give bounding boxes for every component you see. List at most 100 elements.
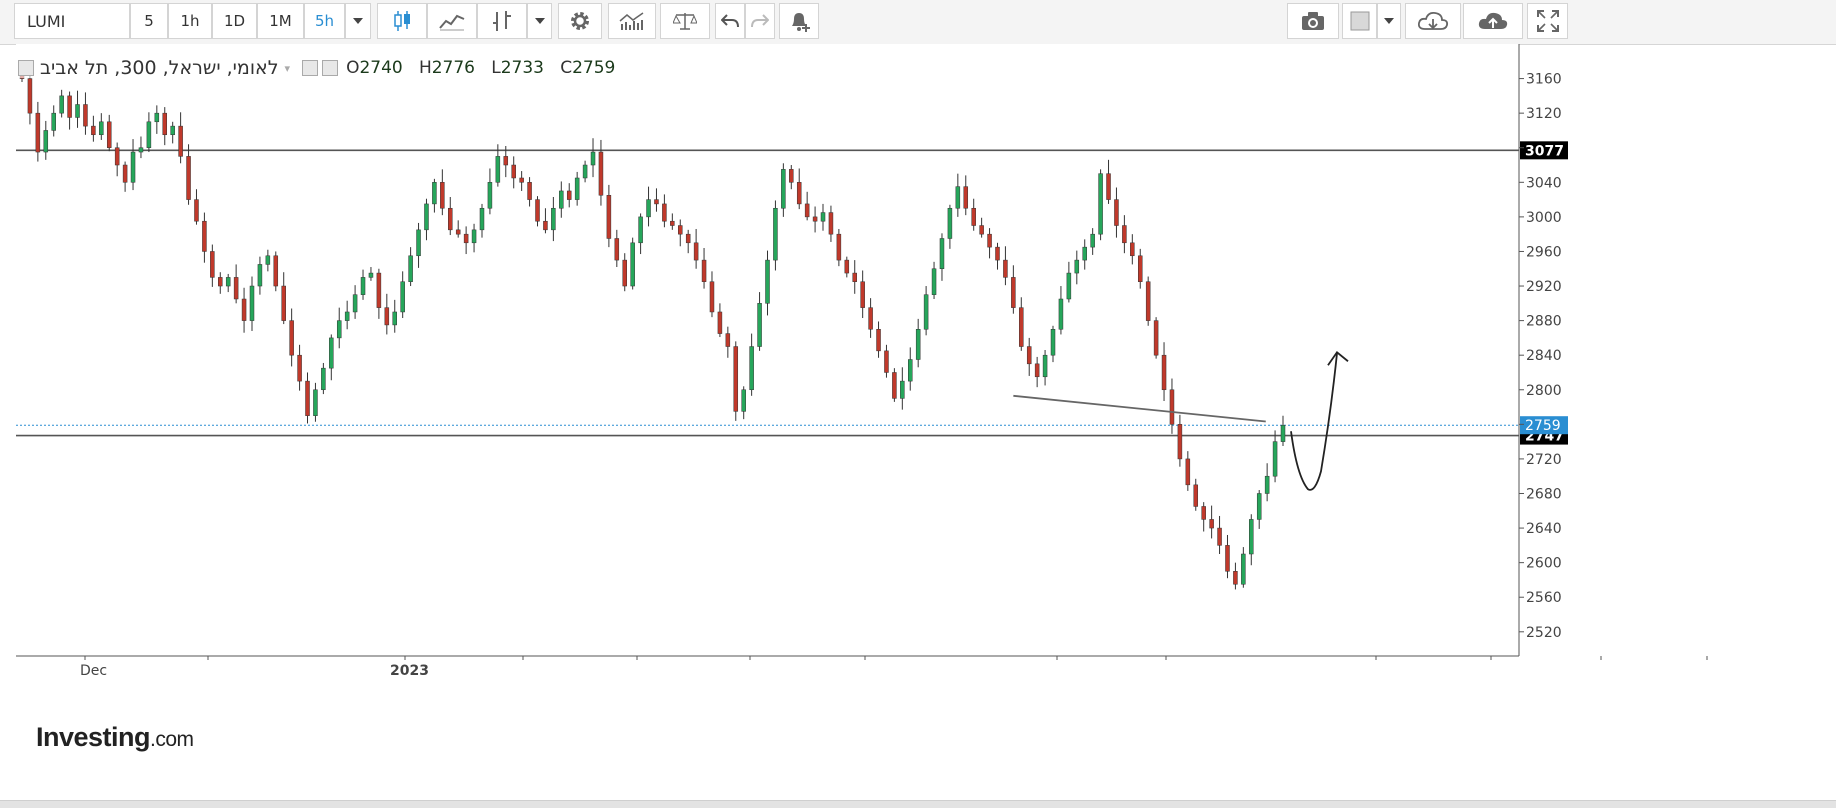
interval-5h-button[interactable]: 5h <box>304 3 345 39</box>
legend-toggle-icon[interactable] <box>18 60 34 76</box>
indicators-icon[interactable] <box>608 3 656 39</box>
candle-body <box>718 312 722 334</box>
undo-icon[interactable] <box>715 3 745 39</box>
settings-small-icon[interactable] <box>322 60 338 76</box>
price-tick-label: 2960 <box>1526 244 1562 260</box>
candle-body <box>591 152 595 165</box>
candle-body <box>329 338 333 368</box>
candle-body <box>543 221 547 230</box>
candle-body <box>456 230 460 234</box>
candle-body <box>845 260 849 273</box>
candle-body <box>131 152 135 182</box>
candle-body <box>972 208 976 225</box>
candle-body <box>76 105 80 118</box>
price-tick-label: 2520 <box>1526 625 1562 641</box>
candle-body <box>202 221 206 251</box>
last-price-label: 2759 <box>1525 418 1561 434</box>
price-tick-label: 3160 <box>1526 72 1562 88</box>
candle-body <box>179 126 183 156</box>
interval-1h-button[interactable]: 1h <box>168 3 212 39</box>
candle-body <box>805 204 809 217</box>
price-tick-label: 3120 <box>1526 106 1562 122</box>
candle-body <box>567 191 571 200</box>
candlestick-icon[interactable] <box>377 3 427 39</box>
candle-body <box>1107 174 1111 200</box>
candle-body <box>194 200 198 222</box>
candle-body <box>932 269 936 295</box>
candle-body <box>686 234 690 243</box>
candle-body <box>1027 347 1031 364</box>
candle-body <box>1154 321 1158 356</box>
candle-body <box>678 226 682 235</box>
interval-1m-button[interactable]: 1M <box>257 3 304 39</box>
symbol-input[interactable]: LUMI <box>14 3 130 39</box>
color-swatch-icon[interactable] <box>1342 3 1377 39</box>
candle-body <box>107 122 111 148</box>
redo-icon[interactable] <box>745 3 775 39</box>
candle-body <box>1067 273 1071 299</box>
candle-body <box>258 264 262 286</box>
candle-body <box>877 329 881 351</box>
open-value: 2740 <box>359 58 402 78</box>
candle-body <box>1178 424 1182 459</box>
candle-body <box>115 148 119 165</box>
candle-body <box>369 273 373 277</box>
candle-body <box>52 113 56 130</box>
candle-body <box>377 273 381 308</box>
candle-body <box>694 243 698 260</box>
cloud-download-icon[interactable] <box>1405 3 1461 39</box>
swatch-dropdown-icon[interactable] <box>1377 3 1401 39</box>
time-axis: Dec 2023 <box>80 656 1707 679</box>
interval-1d-button[interactable]: 1D <box>212 3 257 39</box>
candle-body <box>924 295 928 330</box>
candle-body <box>734 347 738 412</box>
gear-icon[interactable] <box>558 3 602 39</box>
candle-body <box>948 208 952 238</box>
candle-body <box>440 182 444 208</box>
candle-body <box>726 334 730 347</box>
candle-body <box>1043 355 1047 377</box>
candle-body <box>892 372 896 398</box>
candle-body <box>536 200 540 222</box>
candle-body <box>91 126 95 135</box>
candle-body <box>147 122 151 148</box>
chart-type-dropdown-icon[interactable] <box>527 3 552 39</box>
candle-body <box>448 208 452 230</box>
time-label-year: 2023 <box>390 663 429 679</box>
legend-dropdown-icon[interactable]: ▾ <box>285 62 291 75</box>
candle-body <box>99 122 103 135</box>
interval-5-button[interactable]: 5 <box>130 3 168 39</box>
candle-body <box>702 260 706 282</box>
eye-icon[interactable] <box>302 60 318 76</box>
alert-bell-icon[interactable] <box>779 3 819 39</box>
candle-body <box>488 182 492 208</box>
candle-body <box>480 208 484 230</box>
price-tick-label: 2680 <box>1526 486 1562 502</box>
camera-icon[interactable] <box>1287 3 1339 39</box>
candle-body <box>995 247 999 260</box>
interval-dropdown-icon[interactable] <box>345 3 371 39</box>
cloud-upload-icon[interactable] <box>1463 3 1523 39</box>
candle-body <box>599 152 603 195</box>
candle-body <box>1130 243 1134 256</box>
candle-body <box>321 368 325 390</box>
price-tick-label: 2560 <box>1526 590 1562 606</box>
candle-body <box>353 295 357 312</box>
bar-chart-icon[interactable] <box>477 3 527 39</box>
candle-body <box>1210 519 1214 528</box>
candle-body <box>559 191 563 208</box>
price-tick-label: 3000 <box>1526 210 1562 226</box>
candle-body <box>853 273 857 282</box>
line-chart-icon[interactable] <box>427 3 477 39</box>
candle-body <box>750 347 754 390</box>
time-label-dec: Dec <box>80 663 107 679</box>
candle-body <box>1099 174 1103 235</box>
chart-legend: לאומי, ישראל, 300, תל אביב ▾ O2740 H2776… <box>18 58 615 78</box>
fullscreen-icon[interactable] <box>1527 3 1568 39</box>
compare-scale-icon[interactable] <box>660 3 710 39</box>
candle-body <box>623 260 627 286</box>
price-tick-label: 2720 <box>1526 452 1562 468</box>
plot-area <box>16 44 1519 656</box>
candle-body <box>393 312 397 325</box>
